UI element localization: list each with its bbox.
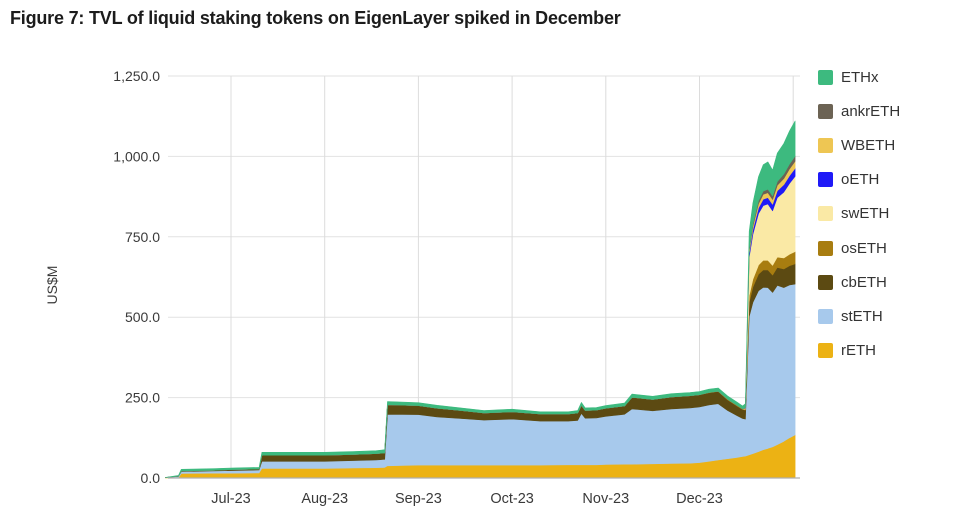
legend-swatch-osETH: [818, 240, 833, 256]
area-series-ETHx: [165, 120, 796, 478]
y-axis-tick-label: 0.0: [141, 470, 161, 486]
x-axis-tick-label: Aug-23: [301, 491, 348, 507]
y-axis-title: US$M: [44, 266, 60, 305]
legend-swatch-swETH: [818, 206, 833, 222]
y-axis-tick-label: 750.0: [125, 229, 160, 245]
legend-swatch-rETH: [818, 343, 833, 359]
legend-label: WBETH: [841, 136, 896, 154]
y-axis-tick-label: 1,000.0: [113, 148, 160, 164]
legend-label: osETH: [841, 239, 887, 257]
legend-item-WBETH: WBETH: [818, 135, 895, 155]
legend-item-swETH: swETH: [818, 204, 889, 224]
x-axis-tick-label: Jul-23: [211, 491, 251, 507]
legend-swatch-cbETH: [818, 274, 833, 290]
y-axis-tick-label: 250.0: [125, 390, 160, 406]
legend-item-stETH: stETH: [818, 306, 883, 326]
x-axis-tick-label: Sep-23: [395, 491, 442, 507]
legend-label: oETH: [841, 171, 880, 189]
legend-label: stETH: [841, 307, 883, 325]
y-axis-tick-label: 500.0: [125, 309, 160, 325]
x-axis-tick-label: Dec-23: [676, 491, 723, 507]
legend-swatch-stETH: [818, 308, 833, 324]
legend-item-cbETH: cbETH: [818, 272, 887, 292]
legend-swatch-WBETH: [818, 137, 833, 153]
legend-label: cbETH: [841, 273, 887, 291]
legend-item-osETH: osETH: [818, 238, 887, 258]
legend-swatch-ETHx: [818, 69, 833, 85]
legend-item-rETH: rETH: [818, 341, 876, 361]
legend-item-ETHx: ETHx: [818, 67, 879, 87]
legend-label: swETH: [841, 205, 890, 223]
legend-item-oETH: oETH: [818, 170, 879, 190]
legend-item-ankrETH: ankrETH: [818, 101, 900, 121]
legend-label: rETH: [841, 342, 876, 360]
y-axis-tick-label: 1,250.0: [113, 68, 160, 84]
x-axis-tick-label: Nov-23: [582, 491, 629, 507]
figure-title: Figure 7: TVL of liquid staking tokens o…: [10, 8, 621, 28]
legend-swatch-oETH: [818, 172, 833, 188]
legend-label: ankrETH: [841, 102, 901, 120]
x-axis-tick-label: Oct-23: [490, 491, 534, 507]
legend-label: ETHx: [841, 68, 879, 86]
area-series-stETH: [165, 283, 796, 478]
legend-swatch-ankrETH: [818, 103, 833, 119]
